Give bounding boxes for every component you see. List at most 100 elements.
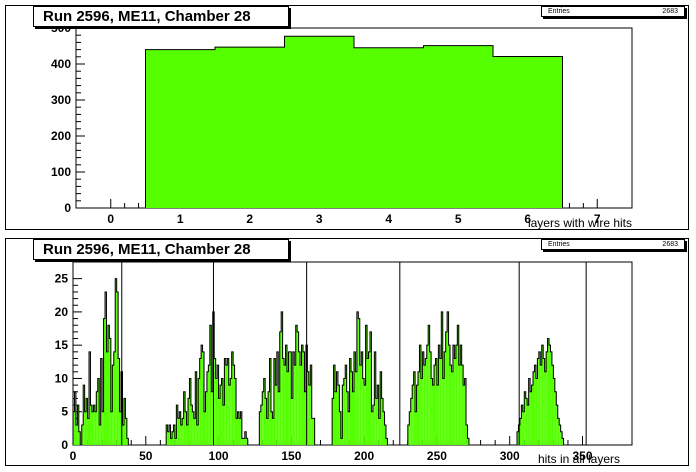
- bottom-histogram-bar: [310, 365, 312, 445]
- bottom-histogram-bar: [336, 371, 338, 445]
- bottom-histogram-bar: [221, 378, 223, 445]
- bottom-histogram-bar: [87, 418, 90, 445]
- top-xtick-label: 3: [316, 212, 323, 226]
- bottom-histogram-bar: [425, 358, 427, 445]
- bottom-xtick-label: 50: [139, 449, 153, 463]
- bottom-histogram-bar: [265, 398, 267, 445]
- bottom-histogram-bar: [295, 325, 298, 445]
- bottom-histogram-bar: [230, 378, 232, 445]
- bottom-histogram-bar: [174, 438, 177, 445]
- bottom-ytick-label: 10: [55, 371, 69, 385]
- bottom-histogram-bar: [110, 411, 113, 445]
- bottom-histogram-bar: [206, 371, 209, 445]
- top-histogram-bar: [145, 49, 215, 208]
- top-ytick-label: 100: [51, 165, 71, 179]
- bottom-histogram-bar: [447, 311, 449, 445]
- bottom-histogram-bar: [412, 385, 414, 445]
- bottom-histogram-bar: [170, 438, 172, 445]
- bottom-xtick-label: 300: [500, 449, 520, 463]
- bottom-histogram-bar: [288, 351, 290, 445]
- bottom-histogram-outline: [331, 311, 389, 446]
- bottom-histogram-bar: [97, 378, 100, 445]
- top-histogram-bar: [423, 45, 493, 208]
- bottom-histogram-bar: [195, 371, 197, 445]
- bottom-histogram-bar: [551, 365, 554, 445]
- bottom-histogram-bar: [346, 391, 349, 445]
- bottom-histogram-bar: [556, 405, 558, 445]
- bottom-xtick-label: 200: [354, 449, 374, 463]
- bottom-histogram-bar: [340, 438, 343, 445]
- bottom-histogram-bar: [102, 411, 104, 445]
- bottom-histogram-bar: [233, 365, 235, 445]
- bottom-histogram-bar: [259, 411, 261, 445]
- bottom-histogram-outline: [72, 278, 139, 446]
- bottom-histogram-bar: [428, 325, 430, 445]
- bottom-histogram-bar: [292, 351, 295, 445]
- bottom-histogram-bar: [281, 311, 283, 445]
- bottom-histogram-bar: [538, 351, 541, 445]
- bottom-histogram-bar: [438, 345, 440, 445]
- bottom-histogram-bar: [77, 405, 79, 445]
- bottom-histogram-bar: [90, 405, 92, 445]
- bottom-histogram-bar: [528, 378, 531, 445]
- bottom-histogram-bar: [202, 351, 205, 445]
- bottom-histogram-bar: [209, 325, 212, 445]
- bottom-histogram-bar: [313, 418, 315, 445]
- top-histogram-bar: [215, 47, 285, 208]
- bottom-histogram-bar: [374, 351, 376, 445]
- bottom-histogram-bar: [225, 365, 228, 445]
- top-xtick-label: 6: [524, 212, 531, 226]
- bottom-histogram-bar: [74, 391, 76, 445]
- bottom-histogram-bar: [268, 391, 270, 445]
- bottom-histogram-bar: [361, 351, 363, 445]
- bottom-histogram-bar: [384, 425, 386, 445]
- bottom-histogram-bar: [375, 398, 378, 445]
- bottom-histogram-bar: [171, 431, 174, 445]
- top-histogram-bar: [493, 56, 563, 208]
- bottom-histogram-bar: [343, 378, 346, 445]
- top-ytick-label: 400: [51, 57, 71, 71]
- bottom-histogram-bar: [413, 371, 416, 445]
- bottom-histogram-bar: [337, 385, 340, 445]
- bottom-histogram-bar: [126, 438, 129, 445]
- bottom-histogram-bar: [351, 371, 353, 445]
- bottom-histogram-bar: [78, 431, 81, 445]
- bottom-histogram-bar: [297, 331, 299, 445]
- bottom-histogram-bar: [335, 391, 337, 445]
- bottom-histogram-bar: [93, 405, 95, 445]
- bottom-histogram-bar: [94, 411, 97, 445]
- bottom-histogram-bar: [527, 405, 529, 445]
- bottom-histogram-bar: [215, 378, 218, 445]
- bottom-histogram-bar: [380, 371, 382, 445]
- bottom-histogram-bar: [81, 425, 84, 445]
- bottom-histogram-bar: [307, 371, 309, 445]
- bottom-ytick-label: 15: [55, 338, 69, 352]
- bottom-histogram-bar: [205, 391, 207, 445]
- bottom-histogram-bar: [434, 365, 436, 445]
- bottom-histogram-bar: [452, 345, 455, 445]
- bottom-histogram-bar: [109, 338, 111, 445]
- top-histogram-bar: [354, 47, 424, 208]
- bottom-histogram-bar: [348, 411, 350, 445]
- bottom-histogram-bar: [519, 418, 522, 445]
- bottom-histogram-bar: [332, 398, 334, 445]
- bottom-histogram-bar: [444, 351, 446, 445]
- bottom-histogram-bar: [167, 431, 170, 445]
- bottom-histogram-bar: [189, 378, 191, 445]
- bottom-histogram-bar: [278, 391, 280, 445]
- bottom-histogram-bar: [91, 411, 94, 445]
- bottom-histogram-bar: [429, 351, 432, 445]
- bottom-histogram-bar: [179, 411, 181, 445]
- bottom-histogram-bar: [238, 418, 241, 445]
- top-ytick-label: 0: [64, 201, 71, 215]
- bottom-histogram-bar: [442, 378, 445, 445]
- bottom-histogram-outline: [165, 311, 250, 446]
- top-chart-title: Run 2596, ME11, Chamber 28: [33, 6, 289, 27]
- bottom-histogram-bar: [115, 278, 117, 445]
- bottom-histogram-pad: 0 5 10 15 20 25 0 50 100 150 200 250 300 350 hits in a…: [5, 238, 689, 466]
- bottom-histogram-bar: [464, 378, 467, 445]
- bottom-histogram-bar: [96, 391, 98, 445]
- bottom-histogram-bar: [369, 331, 372, 445]
- bottom-histogram-bar: [241, 438, 244, 445]
